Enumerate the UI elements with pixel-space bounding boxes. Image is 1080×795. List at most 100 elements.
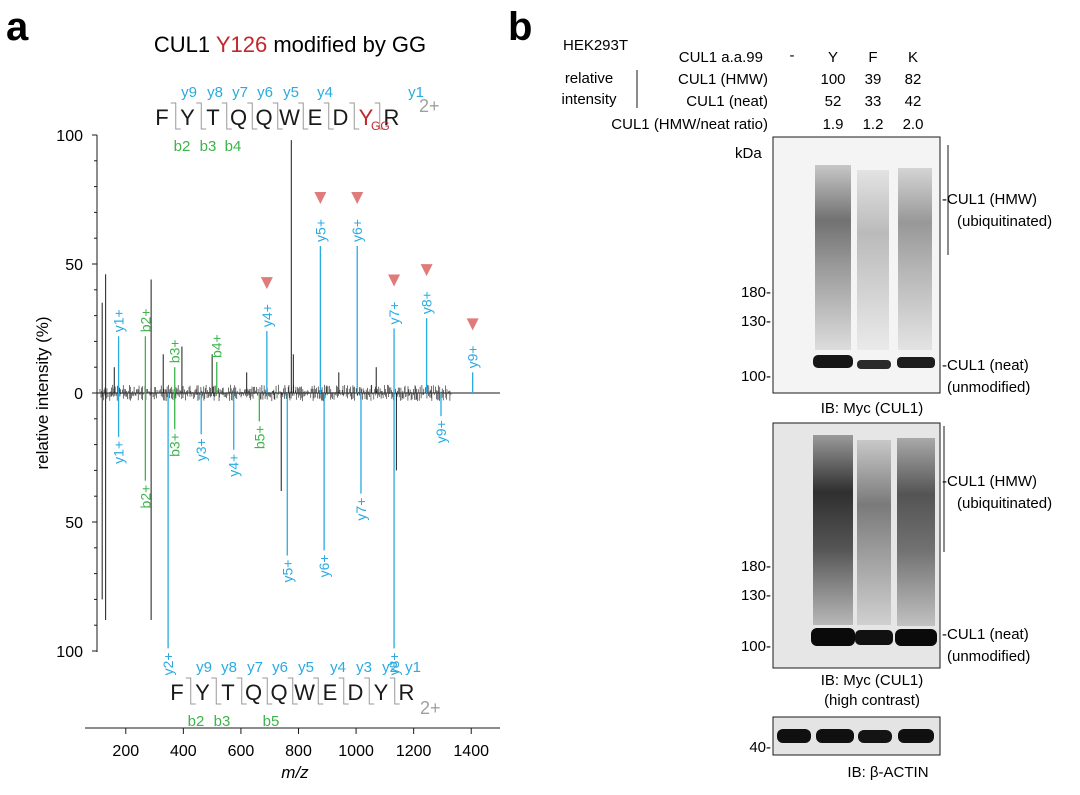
bottom-residue: D: [348, 680, 364, 705]
blot-2: 180- 130- 100- -CUL1 (HMW) (ubiquitinate…: [741, 422, 1052, 709]
panel-a-label: a: [6, 5, 29, 49]
b-ion-label: b5: [263, 713, 280, 730]
y-ion-label: y4: [317, 84, 333, 101]
kda-label: kDa: [735, 145, 762, 162]
y-ion-label: y8: [221, 659, 237, 676]
cell-line: HEK293T: [563, 37, 628, 54]
top-residue: F: [155, 105, 168, 130]
fragment-bracket: [349, 102, 360, 130]
fragment-bracket: [338, 677, 349, 705]
bottom-residue: Q: [245, 680, 262, 705]
blot-1: 180- 130- 100- -CUL1 (HMW) (ubiquitinate…: [741, 136, 1052, 417]
row-label-neat: CUL1 (neat): [686, 93, 768, 110]
mod-arrow-marker: [351, 191, 364, 204]
top-peptide-mod: GG: [371, 119, 390, 133]
peak-label-top: y8+: [419, 291, 435, 314]
blot-3: 40- IB: β-ACTIN: [749, 716, 941, 781]
fragment-bracket: [196, 102, 207, 130]
top-residue: W: [279, 105, 300, 130]
mod-arrow-marker: [260, 277, 273, 290]
blot-2-caption-2: (high contrast): [824, 692, 920, 709]
blot-1-smear-f: [857, 170, 889, 350]
fragment-bracket: [374, 102, 385, 130]
peak-label-bottom: y5+: [279, 560, 295, 583]
title-prefix: CUL1: [154, 32, 216, 57]
top-residue: Q: [255, 105, 272, 130]
fragment-bracket: [313, 677, 324, 705]
y-ion-label: y6: [272, 659, 288, 676]
top-peptide-b-ions: b2 b3 b4: [174, 138, 242, 155]
top-residue: D: [333, 105, 349, 130]
y-ion-label: y3: [356, 659, 372, 676]
blot-3-band-3: [858, 730, 892, 743]
blot-1-smear-k: [898, 168, 932, 350]
fragment-bracket: [211, 677, 222, 705]
y-ion-label: y7: [232, 84, 248, 101]
y-ion-label: y9: [196, 659, 212, 676]
bottom-peptide-b-ions: b2 b3 b5: [188, 713, 280, 730]
x-tick-label: 800: [285, 743, 312, 760]
bottom-peptide-y-ions: y9 y8 y7 y6 y5 y4 y3 y2 y1: [196, 659, 421, 676]
b-ion-label: b3: [214, 713, 231, 730]
spectrum-title: CUL1 Y126 modified by GG: [154, 32, 426, 57]
x-tick-label: 1400: [453, 743, 489, 760]
spectrum-peaks: y1+ b2+ b3+ b4+ y4+ y5+ y6+ y7+ y8+ y9+ y1+ b2+ b3+ y…: [101, 140, 481, 675]
blot-2-marker-100: 100-: [741, 638, 771, 655]
blot-1-band-f: [857, 360, 891, 369]
row-ratio-f: 1.2: [863, 116, 884, 133]
y-ion-label: y7: [247, 659, 263, 676]
blot-2-hmw-sub: (ubiquitinated): [957, 495, 1052, 512]
blot-2-caption-1: IB: Myc (CUL1): [821, 672, 924, 689]
spectrum-axes: 100 50 0 50 100 200 400 600 800 1000 1200 1400 rel…: [33, 128, 500, 782]
mod-arrow-marker: [420, 264, 433, 277]
y-tick-label: 100: [56, 128, 83, 145]
row-label-hmw: CUL1 (HMW): [678, 71, 768, 88]
y-ion-label: y9: [181, 84, 197, 101]
peak-label-bottom: y8+: [386, 652, 402, 675]
bottom-residue: Y: [195, 680, 210, 705]
fragment-bracket: [221, 102, 232, 130]
x-tick-label: 400: [170, 743, 197, 760]
y-ion-label: y4: [330, 659, 346, 676]
blot-1-marker-100: 100-: [741, 368, 771, 385]
blot-1-hmw-label: -CUL1 (HMW): [942, 191, 1037, 208]
fragment-bracket: [272, 102, 283, 130]
x-ticks: 200 400 600 800 1000 1200 1400: [112, 728, 489, 760]
blot-2-band-f: [855, 630, 893, 645]
row-hmw-y: 100: [820, 71, 845, 88]
y-ion-label: y2: [382, 659, 398, 676]
peak-label-top: y9+: [465, 345, 481, 368]
y-tick-label: 100: [56, 644, 83, 661]
fragment-bracket: [247, 102, 258, 130]
fragment-bracket: [185, 677, 196, 705]
blot-3-band-2: [816, 729, 854, 743]
top-residue: Q: [230, 105, 247, 130]
blot-2-neat-label: -CUL1 (neat): [942, 626, 1029, 643]
peak-label-bottom: y3+: [193, 438, 209, 461]
panel-b-label: b: [508, 5, 532, 49]
blot-2-marker-130: 130-: [741, 587, 771, 604]
peak-label-top: y1+: [111, 309, 127, 332]
top-residue: R: [384, 105, 400, 130]
peak-label-bottom: y9+: [433, 420, 449, 443]
bottom-residue: R: [399, 680, 415, 705]
peak-label-top: y6+: [349, 219, 365, 242]
bottom-residue: W: [294, 680, 315, 705]
x-tick-label: 1200: [396, 743, 432, 760]
blot-3-band-1: [777, 729, 811, 743]
top-residue: E: [308, 105, 323, 130]
b-ion-label: b4: [225, 138, 242, 155]
peak-label-bottom: y4+: [226, 454, 242, 477]
bottom-residue: T: [221, 680, 234, 705]
y-tick-label: 50: [65, 515, 83, 532]
bottom-peptide-charge: 2+: [420, 698, 441, 718]
blot-1-band-k: [897, 357, 935, 368]
rel-int-label-1: relative: [565, 70, 613, 87]
blot-2-smear-k: [897, 438, 935, 626]
top-residue: Y: [359, 105, 374, 130]
b-ion-label: b2: [174, 138, 191, 155]
bottom-residue: F: [170, 680, 183, 705]
